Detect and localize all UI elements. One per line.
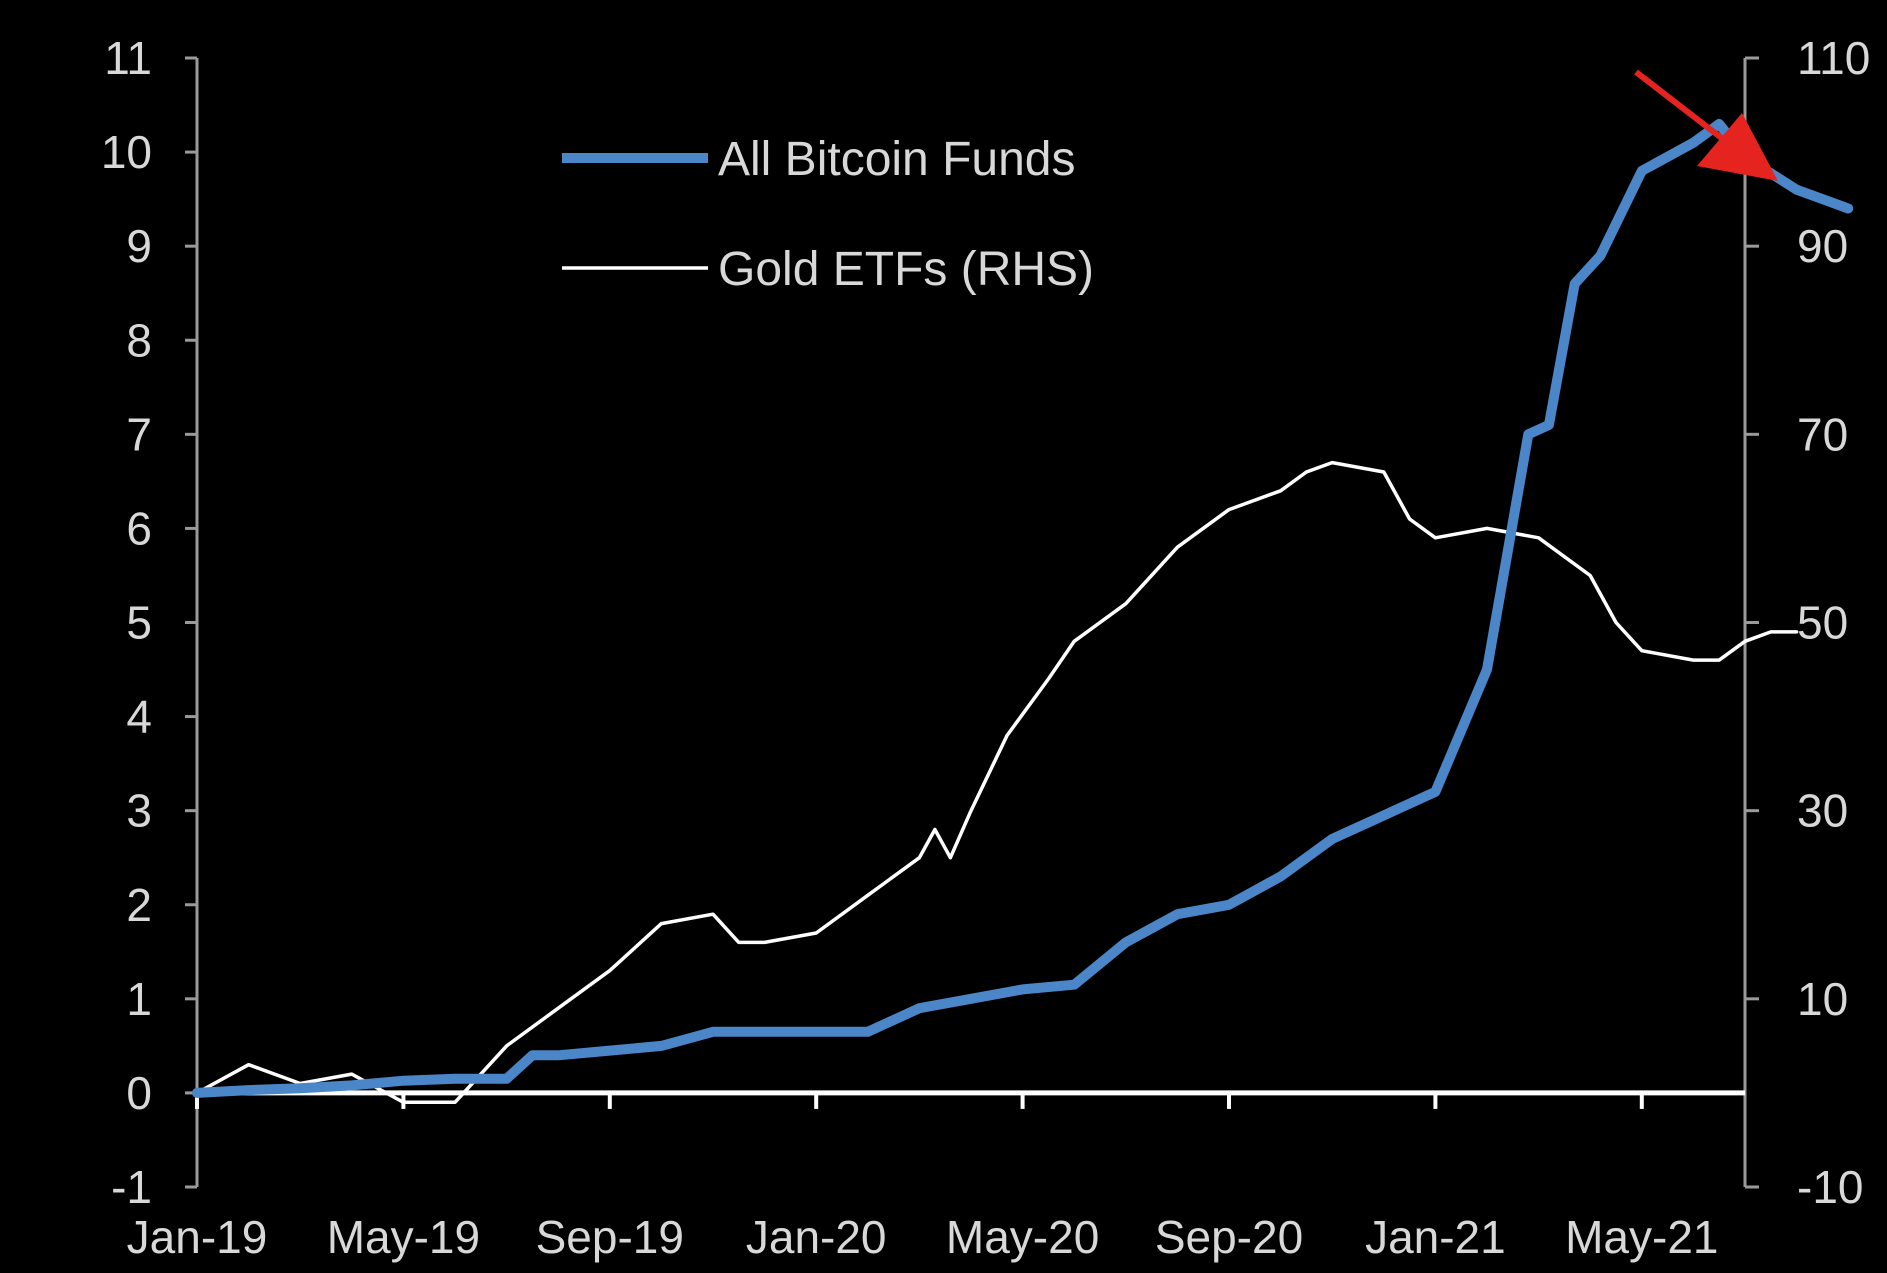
- series-line-gold: [195, 460, 1799, 1105]
- left-axis-tick-label: 8: [126, 314, 152, 366]
- x-axis-tick-label: May-21: [1565, 1211, 1718, 1263]
- left-axis-tick-label: 2: [126, 879, 152, 931]
- right-axis: -10 10 30 50 70 90 110: [1743, 32, 1870, 1213]
- arrow-shaft: [1634, 69, 1730, 146]
- x-axis-tick-label: Jan-21: [1365, 1211, 1506, 1263]
- right-axis-tick-label: 30: [1797, 785, 1848, 837]
- left-axis-tick-label: 3: [126, 785, 152, 837]
- left-axis-tick-label: 7: [126, 408, 152, 460]
- left-axis-tick-label: 1: [126, 973, 152, 1025]
- right-axis-tick-label: 70: [1797, 408, 1848, 460]
- right-axis-tick-label: -10: [1797, 1161, 1863, 1213]
- right-axis-tick-label: 10: [1797, 973, 1848, 1025]
- series-layer: [192, 118, 1854, 1105]
- x-axis-tick-label: Jan-19: [127, 1211, 268, 1263]
- left-axis: -1 0 1 2 3 4 5 6 7 8 9 10 11: [101, 32, 199, 1213]
- right-axis-tick-label: 50: [1797, 597, 1848, 649]
- annotation-arrow: [1634, 69, 1778, 181]
- left-axis-tick-label: 4: [126, 691, 152, 743]
- x-axis-tick-label: May-20: [946, 1211, 1099, 1263]
- left-axis-tick-label: 5: [126, 597, 152, 649]
- arrow-head: [1697, 113, 1778, 181]
- x-axis: Jan-19 May-19 Sep-19 Jan-20 May-20 Sep-20 Jan-…: [127, 1090, 1745, 1263]
- legend: All Bitcoin Funds Gold ETFs (RHS): [562, 133, 1094, 296]
- right-axis-tick-label: 90: [1797, 220, 1848, 272]
- legend-label-gold: Gold ETFs (RHS): [718, 243, 1094, 296]
- left-axis-tick-label: 10: [101, 126, 152, 178]
- x-axis-tick-label: May-19: [327, 1211, 480, 1263]
- left-axis-tick-label: 11: [104, 32, 152, 84]
- series-line-bitcoin: [192, 118, 1854, 1098]
- left-axis-tick-label: 9: [126, 220, 152, 272]
- left-axis-tick-label: -1: [111, 1161, 152, 1213]
- legend-label-bitcoin: All Bitcoin Funds: [718, 133, 1076, 186]
- x-axis-tick-label: Jan-20: [746, 1211, 887, 1263]
- left-axis-tick-label: 0: [126, 1067, 152, 1119]
- x-axis-tick-label: Sep-20: [1155, 1211, 1303, 1263]
- x-axis-tick-label: Sep-19: [536, 1211, 684, 1263]
- right-axis-tick-label: 110: [1797, 32, 1870, 84]
- left-axis-tick-label: 6: [126, 502, 152, 554]
